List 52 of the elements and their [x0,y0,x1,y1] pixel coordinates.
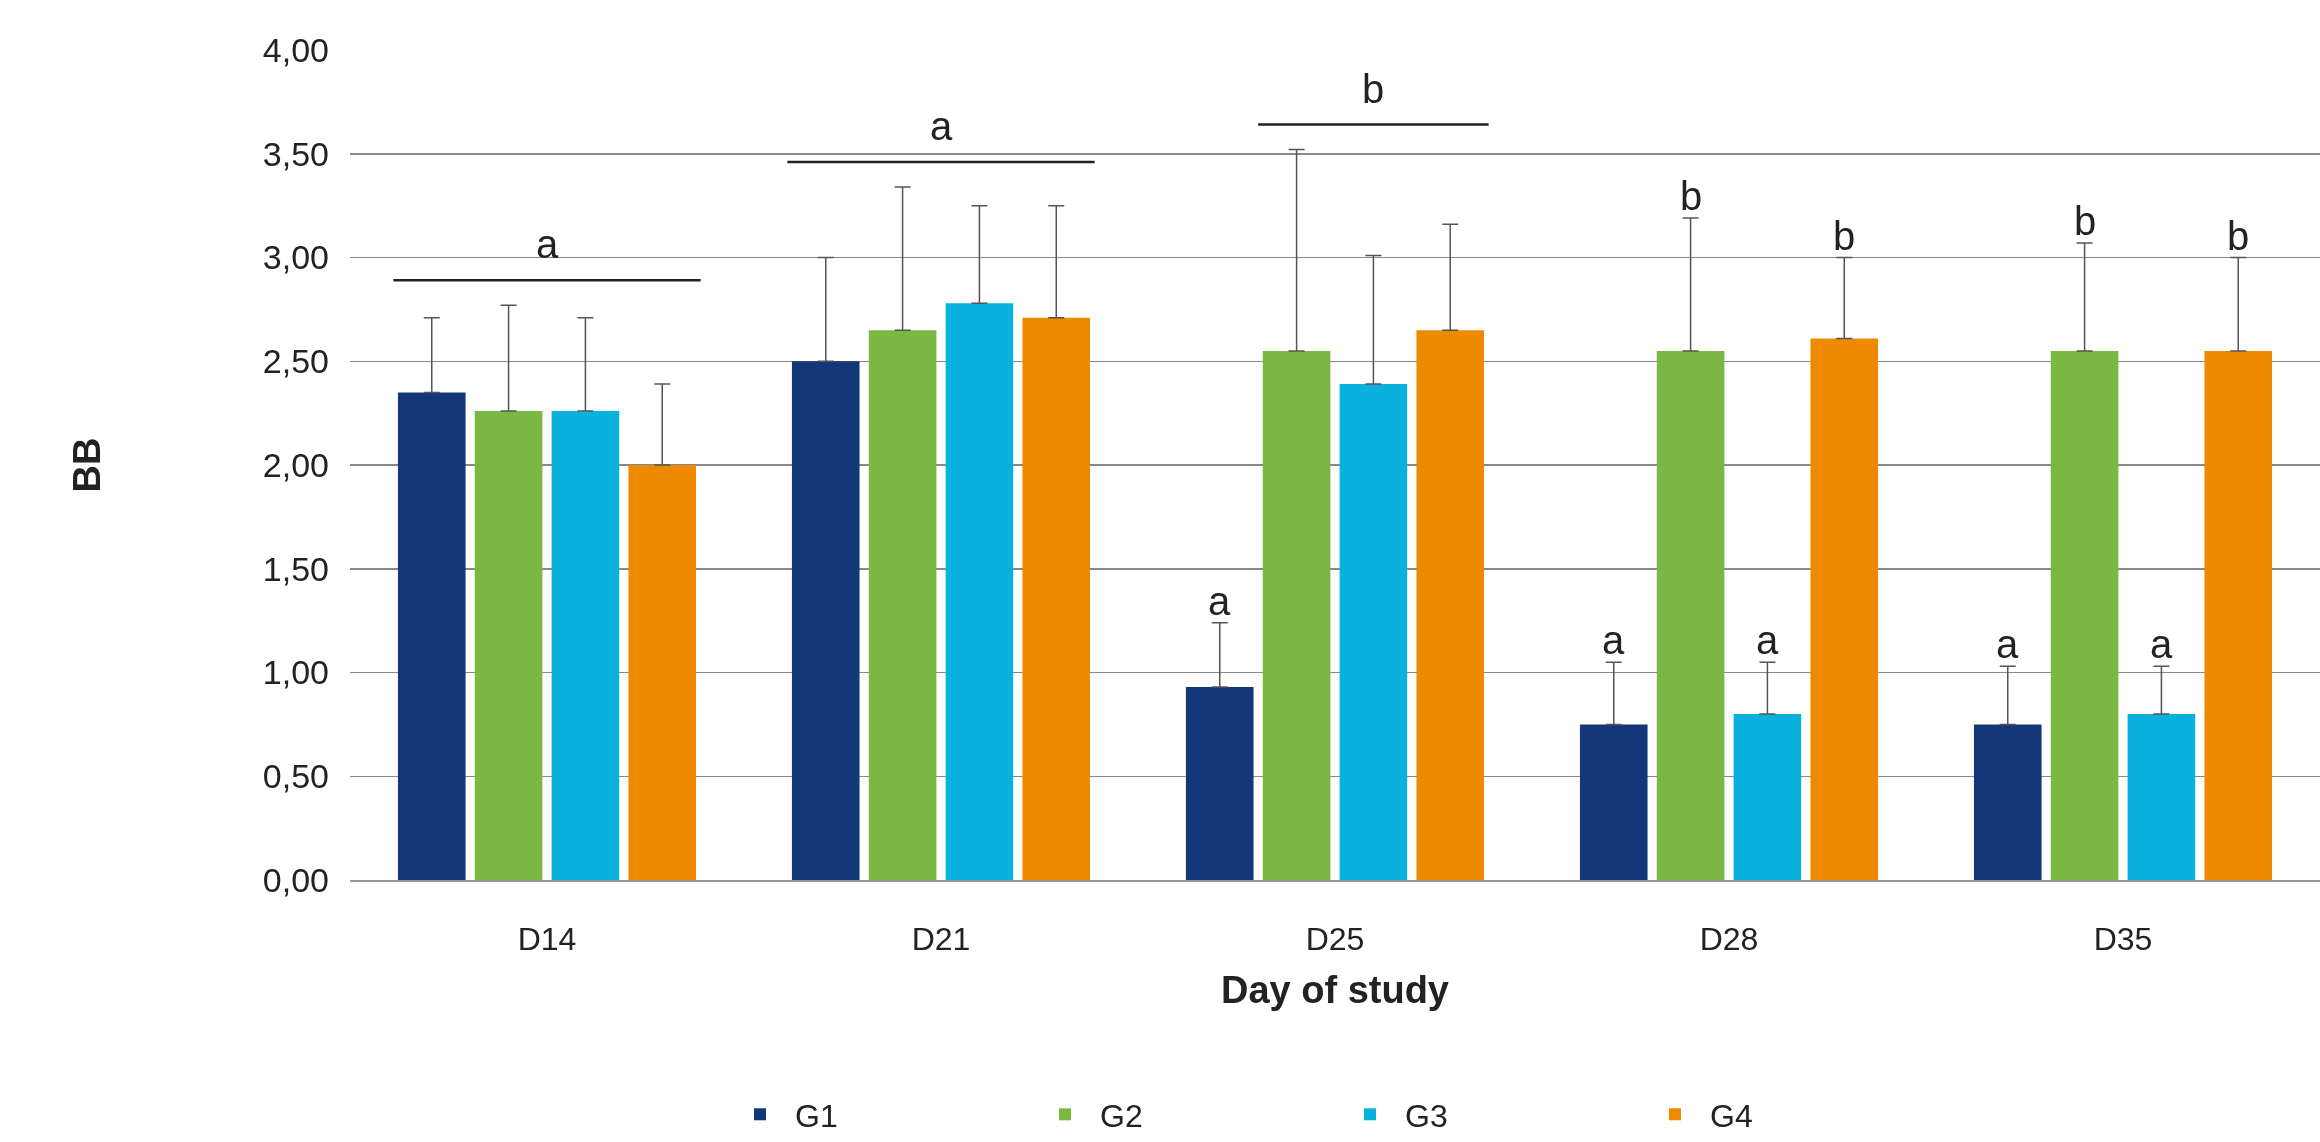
bar [1185,687,1254,880]
x-tick-label: D25 [1305,921,1365,958]
annotation: b [1833,214,1856,258]
bar [1416,330,1485,880]
y-tick-label: 2,50 [262,342,329,381]
annotation: a [1996,622,2019,666]
legend-label: G1 [795,1097,838,1134]
y-tick-label: 4,00 [262,30,329,69]
bar [2204,350,2273,880]
annotation: b [1680,174,1703,218]
bar [2127,714,2196,880]
bar [1810,338,1879,880]
x-tick-label: D14 [517,921,577,958]
bar [1022,317,1091,880]
y-tick-label: 1,00 [262,653,329,692]
bar [474,411,543,880]
annotation: a [930,104,953,148]
annotation: a [1208,579,1231,623]
x-tick-label: D35 [2093,921,2153,958]
bar [628,465,697,880]
bar [1733,714,1802,880]
y-tick-label: 3,00 [262,238,329,277]
bar [868,330,937,880]
y-tick-label: 2,00 [262,445,329,484]
annotation: a [536,222,559,266]
annotation: b [2074,199,2097,243]
bar [397,392,466,880]
bar [1973,724,2042,880]
bar [791,361,860,880]
x-tick-label: D21 [911,921,971,958]
legend-label: G3 [1405,1097,1448,1134]
y-tick-label: 3,50 [262,134,329,173]
x-tick-label: D28 [1699,921,1759,958]
legend-label: G4 [1710,1097,1753,1134]
bar [551,411,620,880]
bar [2050,350,2119,880]
bar [1579,724,1648,880]
annotation: a [2150,622,2173,666]
bar [1262,350,1331,880]
y-tick-label: 1,50 [262,549,329,588]
x-axis-title: Day of study [1220,969,1450,1011]
bar [945,303,1014,880]
y-tick-label: 0,00 [262,860,329,899]
bar [1656,350,1725,880]
bar [1339,384,1408,880]
annotation: a [1602,618,1625,662]
annotation: b [2227,214,2250,258]
annotation: a [1756,618,1779,662]
y-tick-label: 0,50 [262,757,329,796]
legend-label: G2 [1100,1097,1143,1134]
y-axis-title: BB [66,437,109,493]
annotation: b [1362,67,1385,111]
